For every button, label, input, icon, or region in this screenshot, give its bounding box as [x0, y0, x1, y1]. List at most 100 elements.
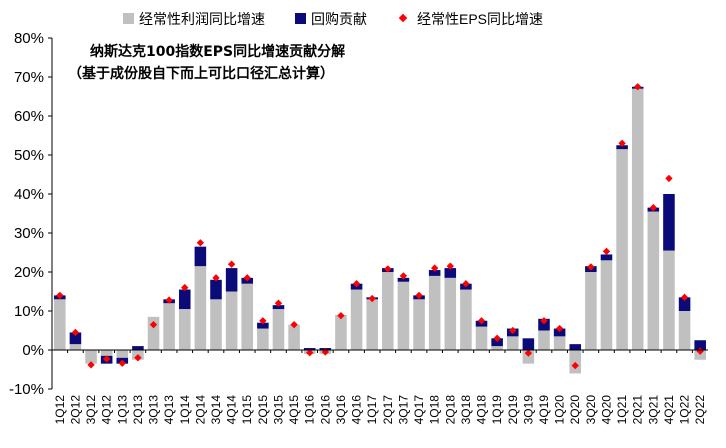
x-tick-label: 1Q22 [678, 395, 692, 425]
eps-point [352, 280, 361, 288]
bar-buyback [538, 318, 550, 331]
eps-point [571, 361, 579, 370]
eps-point [337, 312, 345, 320]
eps-point [102, 355, 111, 363]
bar-buyback [194, 246, 207, 267]
bar-buyback [663, 194, 675, 251]
x-tick-label: 2Q17 [381, 395, 395, 425]
x-tick-label: 1Q13 [115, 395, 129, 425]
x-tick-label: 3Q21 [646, 395, 660, 425]
bar-op [663, 250, 675, 350]
chart-title: 纳斯达克100指数EPS同比增速贡献分解 [90, 43, 345, 60]
x-tick-label: 2Q13 [131, 395, 145, 425]
bar-op [147, 316, 160, 350]
bar-op [538, 330, 550, 350]
x-tick-label: 1Q12 [53, 395, 67, 425]
y-tick-label: 20% [14, 264, 44, 281]
bar-buyback [178, 289, 191, 310]
legend-label-buyback: 回购贡献 [311, 11, 367, 27]
eps-point [149, 320, 158, 329]
y-tick-label: 40% [14, 186, 44, 203]
bar-op [522, 350, 535, 364]
legend-swatch-buyback [295, 13, 306, 24]
eps-point [399, 272, 408, 280]
eps-point [134, 354, 142, 362]
eps-point [618, 139, 626, 147]
bar-op [444, 277, 457, 350]
eps-point [368, 294, 376, 303]
eps-point [649, 203, 658, 212]
x-tick-label: 4Q20 [599, 395, 613, 425]
bar-op [382, 272, 394, 350]
eps-point [477, 317, 486, 325]
x-tick-label: 3Q18 [459, 395, 473, 425]
bar-op [678, 311, 691, 350]
y-tick-label: 50% [14, 147, 44, 164]
x-tick-label: 1Q17 [365, 395, 379, 425]
x-tick-label: 1Q16 [303, 395, 317, 425]
y-tick-label: 30% [14, 225, 44, 242]
bar-op [54, 299, 66, 350]
x-tick-label: 3Q16 [334, 395, 348, 425]
x-tick-label: 2Q18 [443, 395, 457, 425]
bar-op [350, 289, 363, 350]
bar-op [163, 303, 175, 350]
bar-op [460, 289, 472, 350]
y-tick-label: 80% [14, 30, 44, 47]
eps-point [306, 349, 314, 357]
eps-point [118, 359, 126, 367]
y-tick-label: 0% [22, 342, 44, 359]
eps-point [415, 291, 423, 300]
x-tick-label: 2Q21 [631, 395, 645, 425]
bar-buyback [678, 297, 691, 311]
eps-point [462, 280, 470, 288]
x-tick-label: 2Q22 [693, 395, 707, 425]
bar-buyback [257, 322, 269, 329]
bar-op [85, 350, 97, 364]
eps-point [602, 247, 611, 256]
eps-point [274, 299, 283, 307]
x-tick-label: 2Q16 [318, 395, 332, 425]
bar-op [397, 281, 410, 350]
x-tick-label: 2Q12 [68, 395, 82, 425]
x-tick-label: 1Q14 [178, 395, 192, 425]
legend-marker-eps [398, 13, 408, 23]
eps-point [212, 274, 220, 282]
bar-op [475, 326, 488, 350]
x-tick-label: 2Q15 [256, 395, 270, 425]
eps-points [56, 83, 704, 370]
legend-label-eps: 经常性EPS同比增速 [417, 11, 543, 27]
eps-point [259, 317, 267, 325]
x-tick-label: 4Q16 [350, 395, 364, 425]
bar-buyback [397, 277, 410, 282]
bar-op [100, 350, 113, 356]
x-tick-label: 4Q12 [100, 395, 114, 425]
bar-op [335, 314, 347, 350]
bar-op [631, 88, 644, 350]
x-axis: 1Q12 2Q12 3Q12 4Q12 1Q13 2Q13 3Q13 4Q13 1Q14 2Q14… [51, 349, 708, 425]
bar-op [241, 283, 254, 350]
x-tick-label: 3Q19 [521, 395, 535, 425]
legend-swatch-op [123, 13, 134, 24]
eps-point [384, 265, 392, 273]
bar-op [569, 350, 582, 374]
x-tick-label: 3Q13 [147, 395, 161, 425]
x-tick-label: 1Q20 [553, 395, 567, 425]
bar-op [210, 299, 222, 350]
x-tick-label: 1Q19 [490, 395, 504, 425]
eps-point [587, 263, 595, 271]
bar-op [585, 272, 597, 350]
x-tick-label: 2Q20 [568, 395, 582, 425]
eps-point [56, 291, 64, 300]
eps-point [243, 274, 251, 282]
x-tick-label: 2Q19 [506, 395, 520, 425]
bars [54, 86, 706, 374]
bar-buyback [272, 305, 285, 310]
eps-point [430, 264, 439, 272]
legend-label-op: 经常性利润同比增速 [139, 11, 265, 27]
y-tick-label: -10% [9, 381, 44, 398]
eps-point [555, 324, 564, 333]
x-tick-label: 4Q13 [162, 395, 176, 425]
x-tick-label: 3Q15 [271, 395, 285, 425]
